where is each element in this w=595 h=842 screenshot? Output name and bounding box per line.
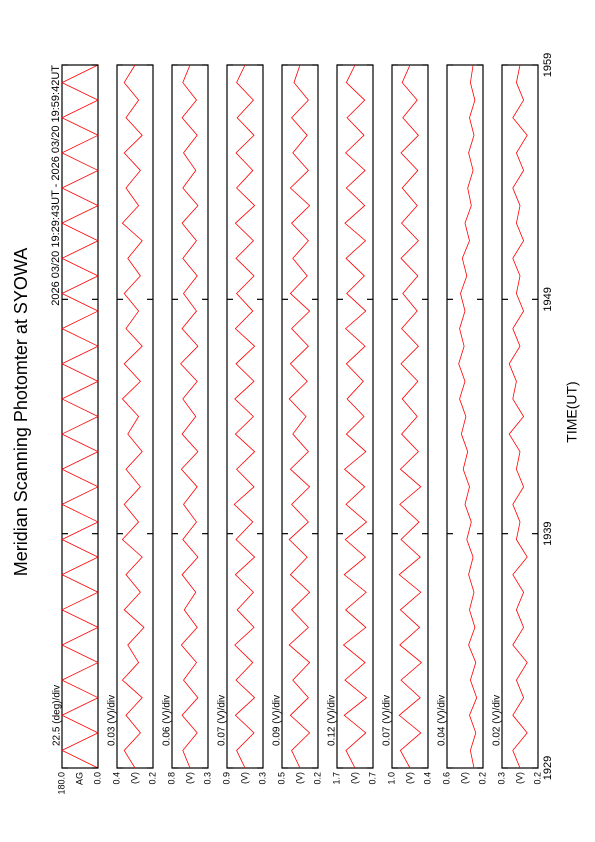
data-line <box>398 64 423 769</box>
y-tick-label: 0.6 <box>441 772 451 785</box>
panel-scale: 0.06 (V)/div <box>162 695 173 746</box>
data-line <box>121 64 145 769</box>
y-axis-unit: (V) <box>294 772 304 784</box>
panel-scale: 0.07 (V)/div <box>382 695 393 746</box>
y-tick-label: 0.4 <box>422 772 432 785</box>
y-tick-label: 0.7 <box>367 772 377 785</box>
y-tick-label: 0.2 <box>477 772 487 785</box>
data-line <box>508 64 528 769</box>
y-tick-label: 0.3 <box>496 772 506 785</box>
panel-scale: 0.09 (V)/div <box>272 695 283 746</box>
panel-scale: 0.12 (V)/div <box>327 695 338 746</box>
chart-title: Meridian Scanning Photomter at SYOWA <box>11 248 31 576</box>
data-line <box>180 64 199 769</box>
y-tick-label: 0.2 <box>312 772 322 785</box>
panel-scale: 0.04 (V)/div <box>437 695 448 746</box>
y-axis-unit: (V) <box>459 772 469 784</box>
y-axis-unit: AG <box>74 772 84 785</box>
plot-area: Meridian Scanning Photomter at SYOWA 202… <box>11 53 580 795</box>
y-tick-label: 0.4 <box>111 772 121 785</box>
y-axis-unit: (V) <box>129 772 139 784</box>
y-tick-label: 0.3 <box>202 772 212 785</box>
y-axis-unit: (V) <box>184 772 194 784</box>
y-tick-label: 0.2 <box>532 772 542 785</box>
y-tick-label: 1.7 <box>331 772 341 785</box>
x-tick-label: 1959 <box>542 53 554 77</box>
y-axis-unit: (V) <box>514 772 524 784</box>
y-axis-unit: (V) <box>404 772 414 784</box>
y-axis-unit: (V) <box>349 772 359 784</box>
y-tick-label: 180.0 <box>56 772 66 795</box>
panel-scale: 0.02 (V)/div <box>492 695 503 746</box>
y-tick-label: 0.8 <box>166 772 176 785</box>
data-line <box>233 64 256 769</box>
panel-scale: 22.5 (deg)/div <box>52 685 63 746</box>
data-line <box>342 64 368 769</box>
x-axis-label: TIME(UT) <box>564 381 580 442</box>
chart-subtitle: 2026 03/20 19:29:43UT - 2026 03/20 19:59… <box>50 65 62 306</box>
y-tick-label: 0.0 <box>92 772 102 785</box>
y-tick-label: 0.3 <box>257 772 267 785</box>
panel-frame <box>446 64 484 769</box>
y-tick-label: 1.0 <box>386 772 396 785</box>
y-tick-label: 0.2 <box>147 772 157 785</box>
y-tick-label: 0.9 <box>221 772 231 785</box>
y-tick-label: 0.5 <box>276 772 286 785</box>
panel-scale: 0.07 (V)/div <box>217 695 228 746</box>
x-tick-label: 1939 <box>542 521 554 545</box>
x-tick-label: 1949 <box>542 287 554 311</box>
panel-scale: 0.03 (V)/div <box>107 695 118 746</box>
x-tick-label: 1929 <box>542 756 554 780</box>
data-line <box>458 64 478 769</box>
y-axis-unit: (V) <box>239 772 249 784</box>
data-line <box>288 64 311 769</box>
data-line <box>61 64 99 769</box>
